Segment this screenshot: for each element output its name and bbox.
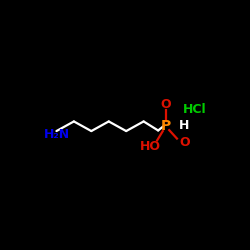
- Text: O: O: [179, 136, 190, 149]
- Text: HCl: HCl: [183, 104, 207, 117]
- Text: H₂N: H₂N: [44, 128, 70, 141]
- Text: HO: HO: [140, 140, 161, 153]
- Text: O: O: [160, 98, 171, 110]
- Text: H: H: [178, 119, 189, 132]
- Text: P: P: [161, 119, 171, 133]
